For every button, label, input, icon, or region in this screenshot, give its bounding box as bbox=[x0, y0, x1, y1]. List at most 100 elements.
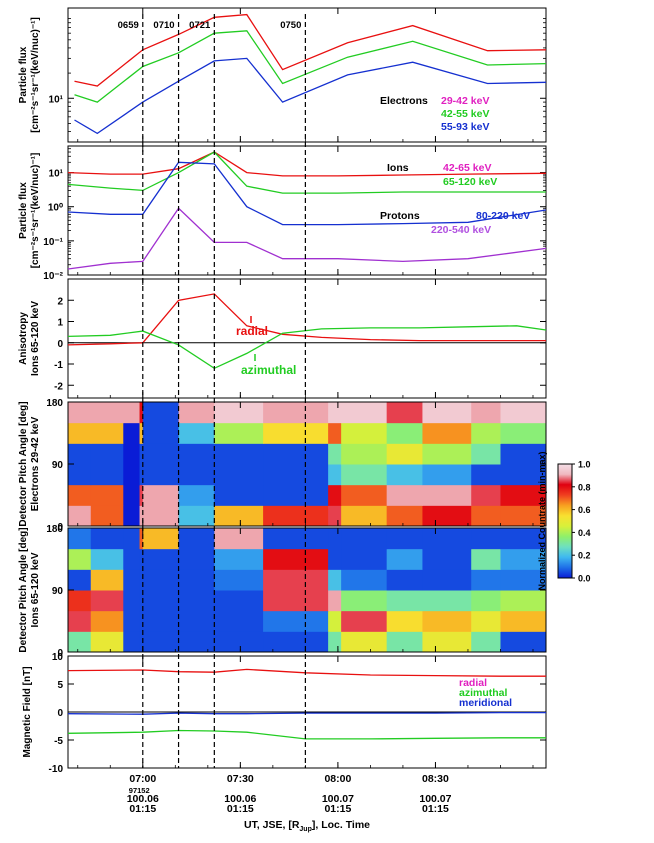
heatmap-cell bbox=[142, 610, 180, 632]
legend-entry: azimuthal bbox=[459, 687, 508, 699]
heatmap-cell bbox=[178, 528, 215, 550]
y-tick-label: 0 bbox=[57, 708, 63, 719]
heatmap-cell bbox=[178, 590, 215, 612]
heatmap-cell bbox=[90, 402, 124, 424]
heatmap-cell bbox=[341, 528, 388, 550]
y-tick-label: 10⁻² bbox=[43, 271, 63, 282]
heatmap-cell bbox=[142, 422, 180, 444]
heatmap-cell bbox=[142, 402, 180, 424]
x-tick-label: 08:30 bbox=[422, 773, 449, 785]
heatmap-cell bbox=[142, 631, 180, 653]
colorbar-tick-label: 0.4 bbox=[578, 528, 591, 538]
heatmap-cell bbox=[341, 569, 388, 591]
heatmap-cell bbox=[214, 631, 264, 653]
x-sublabel: 100.07 bbox=[419, 793, 451, 805]
heatmap-cell bbox=[263, 569, 329, 591]
heatmap-cell bbox=[142, 548, 180, 570]
y-tick-label: 10¹ bbox=[49, 169, 64, 180]
heatmap-cell bbox=[500, 631, 547, 653]
heatmap-cell bbox=[341, 631, 388, 653]
heatmap-cell bbox=[386, 402, 423, 424]
y-tick-label: 10⁻¹ bbox=[43, 237, 63, 248]
heatmap-cell bbox=[123, 484, 141, 506]
heatmap-cell bbox=[471, 528, 501, 550]
heatmap-cell bbox=[68, 590, 92, 612]
heatmap-cell bbox=[471, 402, 501, 424]
y-tick-label: 0 bbox=[57, 648, 63, 659]
legend-entry: radial bbox=[459, 677, 487, 689]
y-tick-label: 90 bbox=[52, 586, 64, 597]
heatmap-cell bbox=[422, 590, 472, 612]
heatmap-cell bbox=[500, 590, 547, 612]
colorbar-tick-label: 0.2 bbox=[578, 551, 591, 561]
heatmap-cell bbox=[142, 569, 180, 591]
heatmap-cell bbox=[263, 464, 329, 486]
heatmap-cell bbox=[422, 631, 472, 653]
heatmap-cell bbox=[422, 548, 472, 570]
x-sublabel: 100.06 bbox=[127, 793, 159, 805]
heatmap-cell bbox=[328, 422, 342, 444]
y-axis-label: Ions 65-120 keV bbox=[30, 301, 41, 376]
heatmap-cell bbox=[263, 590, 329, 612]
y-axis-label: Detector Pitch Angle [deg] bbox=[18, 401, 29, 526]
heatmap-cell bbox=[341, 484, 388, 506]
y-tick-label: 10⁰ bbox=[48, 203, 63, 214]
heatmap-cell bbox=[263, 422, 329, 444]
series-line bbox=[67, 151, 546, 194]
heatmap-cell bbox=[422, 422, 472, 444]
series-line bbox=[67, 151, 547, 177]
heatmap-cell bbox=[214, 443, 264, 465]
event-label: 0750 bbox=[280, 20, 301, 31]
heatmap-cell bbox=[68, 548, 92, 570]
heatmap-cell bbox=[90, 464, 124, 486]
heatmap-cell bbox=[471, 631, 501, 653]
heatmap-cell bbox=[178, 484, 215, 506]
series-line bbox=[67, 668, 546, 677]
y-axis-label: Electrons 29-42 keV bbox=[30, 416, 41, 511]
heatmap-cell bbox=[214, 422, 264, 444]
heatmap-cell bbox=[263, 610, 329, 632]
heatmap-cell bbox=[139, 631, 144, 653]
heatmap-cell bbox=[422, 443, 472, 465]
annotation-azimuthal: azimuthal bbox=[241, 363, 296, 377]
heatmap-cell bbox=[90, 422, 124, 444]
heatmap-cell bbox=[422, 528, 472, 550]
heatmap-cell bbox=[139, 443, 144, 465]
series-line bbox=[67, 729, 546, 740]
colorbar-tick-label: 0.8 bbox=[578, 482, 591, 492]
heatmap-cell bbox=[139, 569, 144, 591]
y-axis-label: [cm⁻²s⁻¹sr⁻¹(keV/nuc)⁻¹] bbox=[30, 153, 41, 269]
heatmap-cell bbox=[386, 484, 423, 506]
heatmap-cell bbox=[142, 484, 180, 506]
event-label: 0710 bbox=[153, 20, 174, 31]
heatmap-cell bbox=[68, 402, 92, 424]
legend-entry: meridional bbox=[459, 697, 512, 709]
heatmap-cell bbox=[214, 484, 264, 506]
heatmap-cell bbox=[90, 528, 124, 550]
heatmap-cell bbox=[178, 443, 215, 465]
heatmap-cell bbox=[68, 464, 92, 486]
y-tick-label: 0 bbox=[57, 339, 63, 350]
heatmap-cell bbox=[214, 402, 264, 424]
heatmap-cell bbox=[500, 484, 547, 506]
legend-entry: 80-220 keV bbox=[476, 210, 530, 222]
heatmap-cell bbox=[500, 402, 547, 424]
heatmap-cell bbox=[263, 443, 329, 465]
heatmap-cell bbox=[142, 464, 180, 486]
heatmap-cell bbox=[328, 631, 342, 653]
heatmap-cell bbox=[178, 548, 215, 570]
x-sublabel: 01:15 bbox=[227, 803, 254, 815]
heatmap-cell bbox=[139, 464, 144, 486]
heatmap-cell bbox=[328, 443, 342, 465]
heatmap-cell bbox=[123, 464, 141, 486]
heatmap-cell bbox=[90, 569, 124, 591]
heatmap-cell bbox=[341, 443, 388, 465]
heatmap-cells bbox=[68, 528, 547, 653]
heatmap-cell bbox=[68, 484, 92, 506]
heatmap-cell bbox=[341, 422, 388, 444]
x-sublabel: 100.06 bbox=[224, 793, 256, 805]
panel-5: 0 90 180 Detector Pitch Angle [deg] Ions 65-… bbox=[18, 524, 547, 659]
heatmap-cell bbox=[500, 505, 547, 527]
annotation-radial: radial bbox=[236, 324, 268, 338]
heatmap-cell bbox=[341, 505, 388, 527]
